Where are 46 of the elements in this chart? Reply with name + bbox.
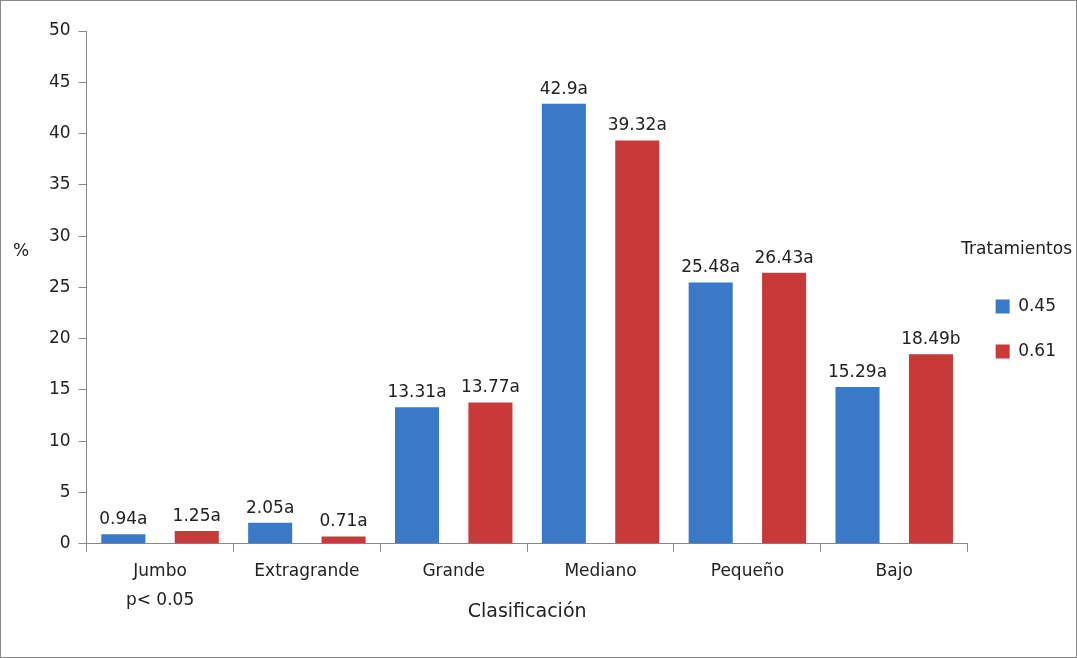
y-tick-label: 15 <box>48 378 71 399</box>
y-tick-label: 25 <box>48 275 71 296</box>
x-tick-label: Extragrande <box>254 560 360 581</box>
data-label: 2.05a <box>246 496 295 517</box>
x-tick-label: Bajo <box>875 560 913 581</box>
x-tick-label: Jumbo <box>132 560 187 581</box>
y-tick-label: 30 <box>48 224 71 245</box>
data-label: 13.77a <box>460 376 520 397</box>
x-tick-label: Grande <box>422 560 486 581</box>
bar <box>468 402 513 544</box>
y-tick-label: 50 <box>48 19 71 40</box>
bar <box>101 534 146 544</box>
data-label: 18.49b <box>901 328 961 349</box>
data-label: 0.94a <box>99 508 148 529</box>
legend-label: 0.45 <box>1018 294 1057 315</box>
data-label: 42.9a <box>539 77 588 98</box>
x-tick-label: Pequeño <box>710 560 785 581</box>
y-tick-label: 10 <box>48 429 71 450</box>
y-axis-title: % <box>12 239 30 260</box>
bar <box>762 272 807 544</box>
x-axis-title: Clasificación <box>467 598 587 621</box>
bar <box>835 386 880 544</box>
data-label: 15.29a <box>827 360 888 381</box>
bar <box>908 354 953 544</box>
text: p< 0.05 <box>125 588 195 609</box>
bar <box>615 140 660 544</box>
data-label: 13.31a <box>387 381 447 402</box>
legend-title: Tratamientos <box>960 237 1073 258</box>
y-tick-label: 40 <box>48 121 71 142</box>
data-label: 26.43a <box>754 246 814 267</box>
data-label: 25.48a <box>681 256 741 277</box>
y-tick-label: 45 <box>48 70 71 91</box>
bar <box>688 282 733 544</box>
y-tick-label: 0 <box>59 532 71 553</box>
bar <box>541 103 586 544</box>
x-tick-label: Mediano <box>564 560 637 581</box>
y-tick-label: 5 <box>59 480 71 501</box>
y-tick-label: 20 <box>48 327 71 348</box>
data-label: 1.25a <box>172 504 221 525</box>
y-tick-label: 35 <box>48 173 71 194</box>
bar <box>248 522 293 544</box>
data-label: 0.71a <box>319 510 368 531</box>
bar <box>394 407 440 544</box>
data-label: 39.32a <box>607 114 667 135</box>
bar <box>174 530 219 544</box>
legend-label: 0.61 <box>1018 339 1057 360</box>
